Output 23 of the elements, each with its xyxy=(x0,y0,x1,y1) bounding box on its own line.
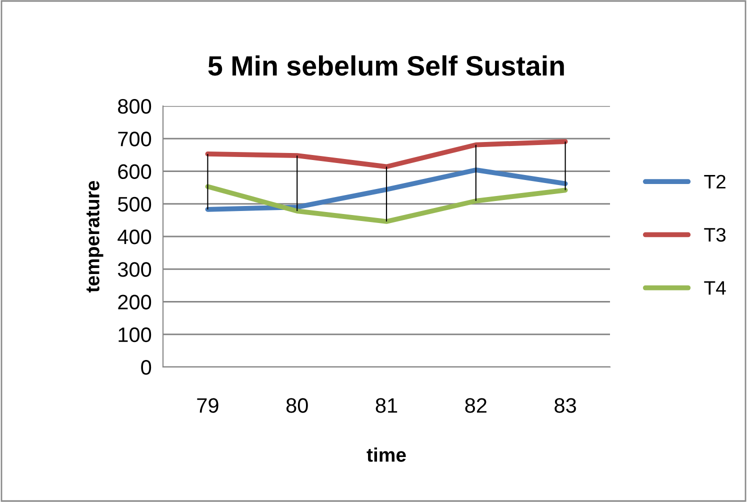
line-series xyxy=(205,139,568,170)
x-tick-label: 82 xyxy=(465,398,486,413)
x-tick-label: 81 xyxy=(376,398,398,413)
y-tick-label: 100 xyxy=(118,327,152,342)
y-tick-label: 700 xyxy=(118,132,152,146)
y-tick-label: 600 xyxy=(118,164,152,180)
y-axis-title: temperature xyxy=(86,180,104,292)
y-tick-label: 200 xyxy=(118,294,152,310)
y-tick-label: 400 xyxy=(118,230,152,244)
legend-label: T2 xyxy=(704,174,726,188)
x-tick-label: 80 xyxy=(286,398,308,413)
legend-label: T4 xyxy=(704,281,726,295)
y-tick-label: 0 xyxy=(141,360,152,375)
chart-title: 5 Min sebelum Self Sustain xyxy=(208,55,564,76)
y-tick-label: 500 xyxy=(118,196,152,212)
legend-label: T3 xyxy=(704,228,726,242)
line-series xyxy=(205,168,568,212)
line-series xyxy=(205,184,568,224)
x-axis-title: time xyxy=(366,448,406,462)
y-tick-label: 800 xyxy=(118,99,152,114)
x-tick-label: 79 xyxy=(197,398,218,413)
y-tick-label: 300 xyxy=(118,262,152,277)
x-tick-label: 83 xyxy=(554,398,576,413)
